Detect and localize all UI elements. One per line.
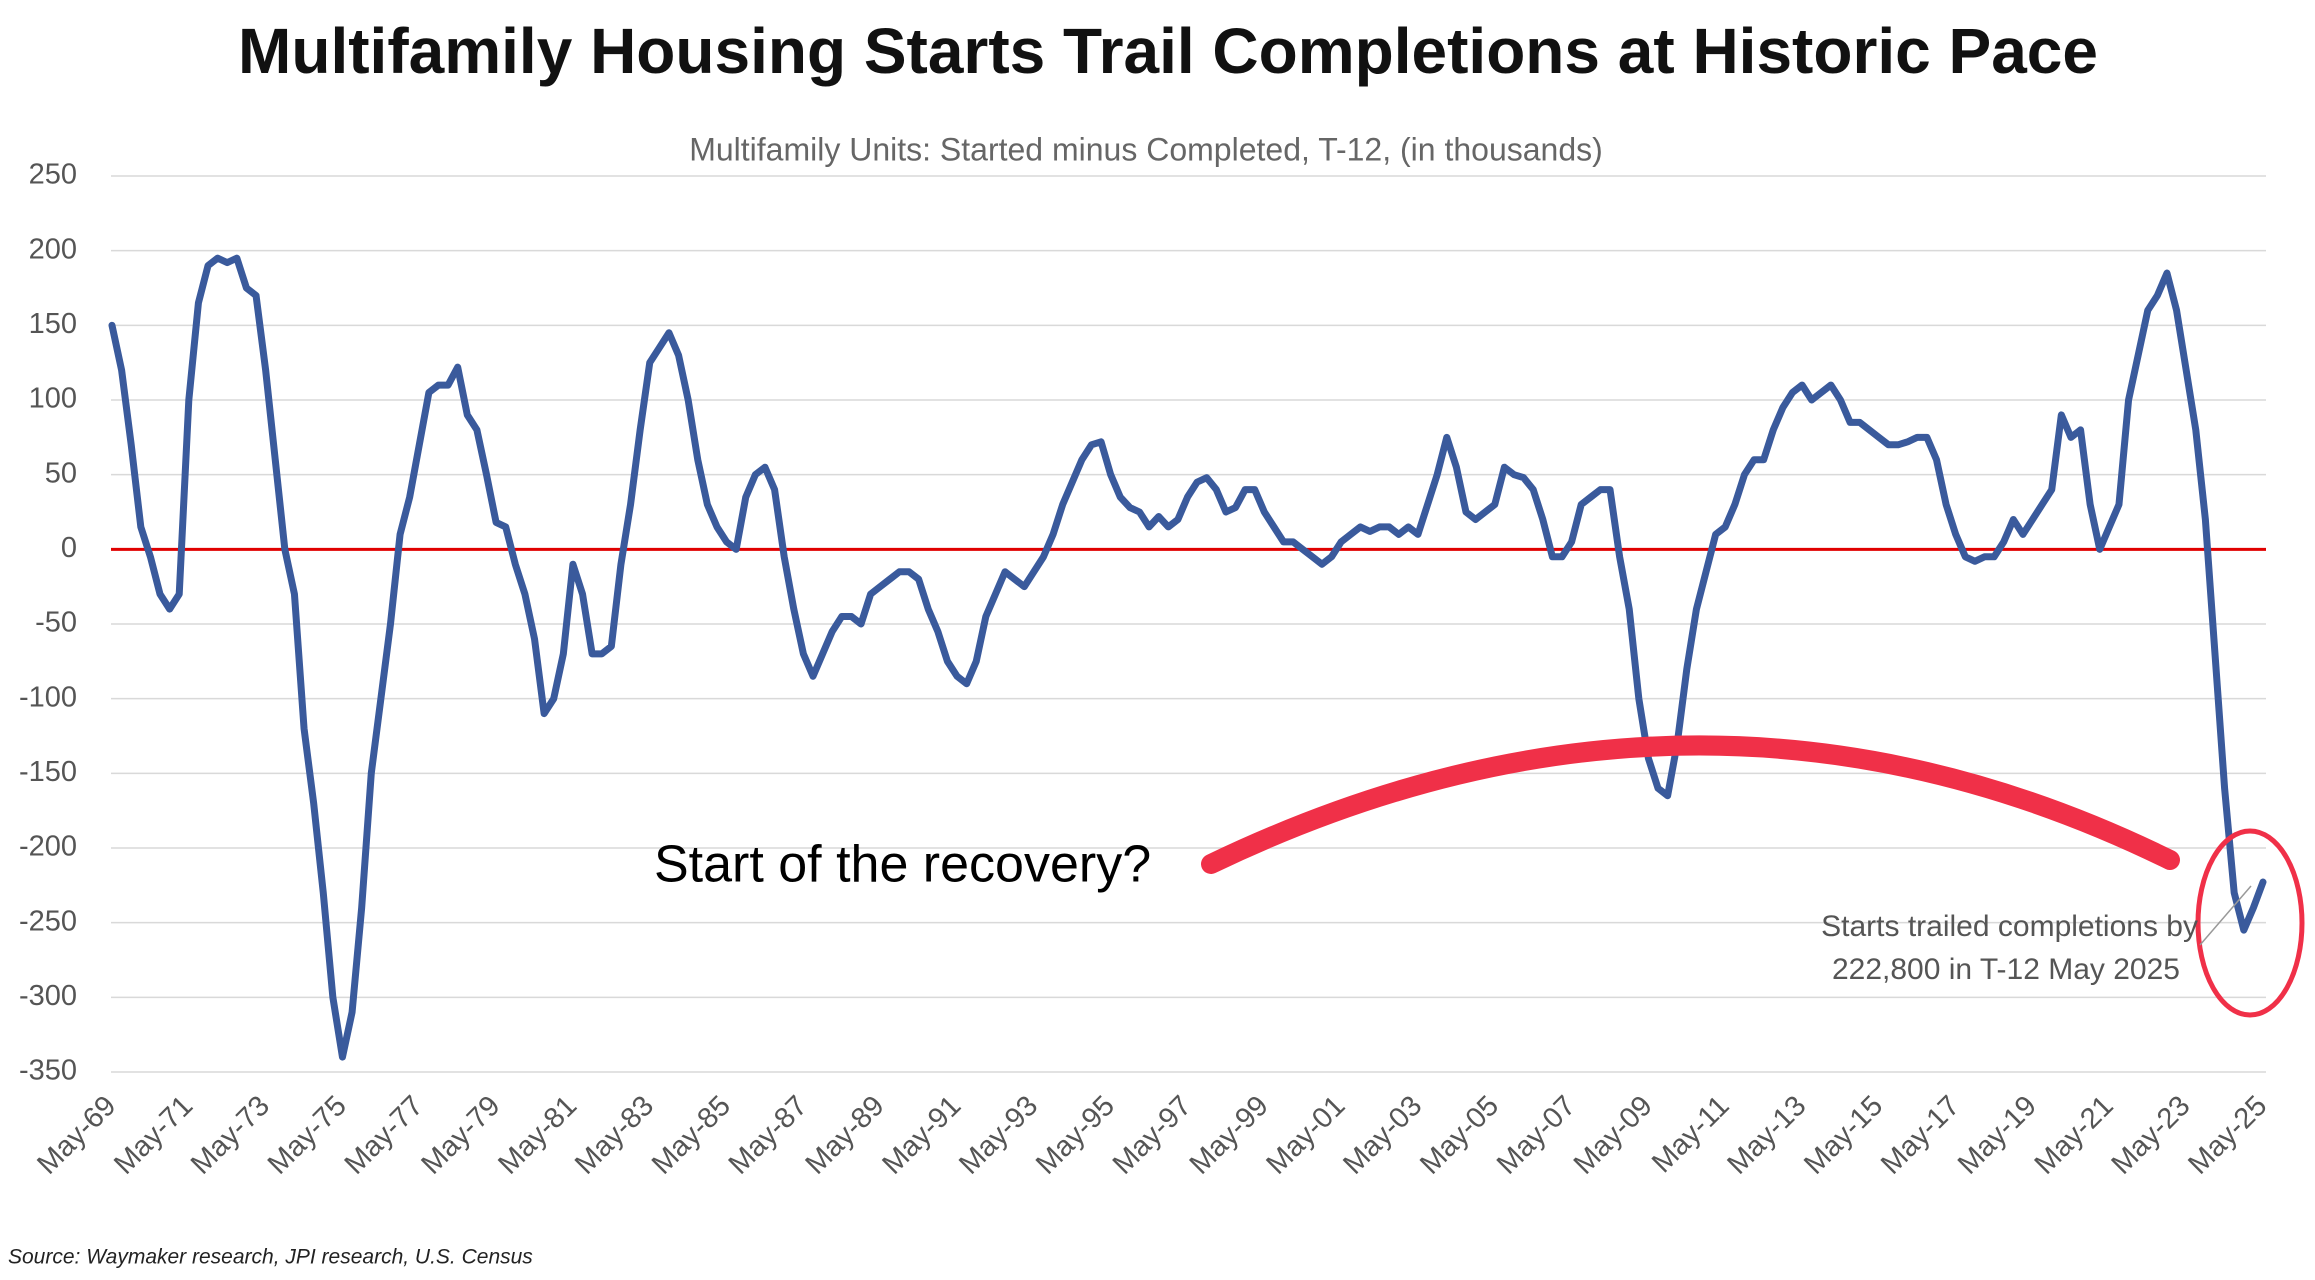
y-tick-label: -50 [35,607,77,639]
x-tick-label: May-09 [1568,1090,1659,1181]
chart-title: Multifamily Housing Starts Trail Complet… [238,15,2098,87]
x-tick-label: May-01 [1260,1090,1351,1181]
plot-area [108,254,2267,1061]
y-tick-label: -250 [19,905,77,937]
chart-subtitle: Multifamily Units: Started minus Complet… [689,131,1603,167]
x-tick-label: May-99 [1184,1090,1275,1181]
y-tick-label: 200 [29,233,77,265]
y-tick-label: 100 [29,383,77,415]
x-tick-label: May-83 [569,1090,660,1181]
highlight-circle [2195,828,2305,1018]
x-tick-label: May-89 [800,1090,891,1181]
x-tick-label: May-19 [1952,1090,2043,1181]
x-tick-label: May-71 [108,1090,199,1181]
x-tick-label: May-79 [415,1090,506,1181]
x-tick-label: May-15 [1798,1090,1889,1181]
y-tick-label: -200 [19,831,77,863]
x-tick-label: May-25 [2182,1090,2273,1181]
y-tick-label: 50 [45,457,77,489]
x-tick-label: May-75 [262,1090,353,1181]
annotation: Start of the recovery? [654,836,1151,894]
x-tick-label: May-05 [1414,1090,1505,1181]
x-tick-label: May-21 [2029,1090,2120,1181]
data-line [108,254,2267,1061]
x-tick-label: May-87 [723,1090,814,1181]
callout-leader [2199,885,2252,946]
x-tick-label: May-11 [1646,1090,1735,1179]
y-tick-label: 150 [29,308,77,340]
y-tick-label: -150 [19,756,77,788]
grid: -350 -300 -250 -200 -150 -100 -50 0 50 100 150 200 2… [19,159,2273,1181]
x-tick-label: May-17 [1875,1090,1966,1181]
x-tick-label: May-03 [1337,1090,1428,1181]
y-tick-label: 250 [29,159,77,191]
x-tick-label: May-69 [31,1090,122,1181]
x-tick-label: May-95 [1030,1090,1121,1181]
y-tick-label: -300 [19,980,77,1012]
x-tick-label: May-23 [2106,1090,2197,1181]
y-tick-label: 0 [61,532,77,564]
y-tick-label: -100 [19,681,77,713]
x-tick-label: May-07 [1491,1090,1582,1181]
x-tick-label: May-81 [492,1090,583,1181]
highlight-arc [1201,735,2180,874]
x-tick-label: May-97 [1107,1090,1198,1181]
source: Source: Waymaker research, JPI research,… [8,1246,533,1269]
x-tick-label: May-77 [339,1090,430,1181]
y-tick-label: -350 [19,1055,77,1087]
x-tick-label: May-93 [953,1090,1044,1181]
x-tick-label: May-13 [1721,1090,1812,1181]
x-tick-label: May-91 [876,1090,967,1181]
callout-text: Starts trailed completions by [1821,910,2198,943]
callout-text: 222,800 in T-12 May 2025 [1832,953,2180,986]
x-tick-label: May-85 [646,1090,737,1181]
x-tick-label: May-73 [185,1090,276,1181]
